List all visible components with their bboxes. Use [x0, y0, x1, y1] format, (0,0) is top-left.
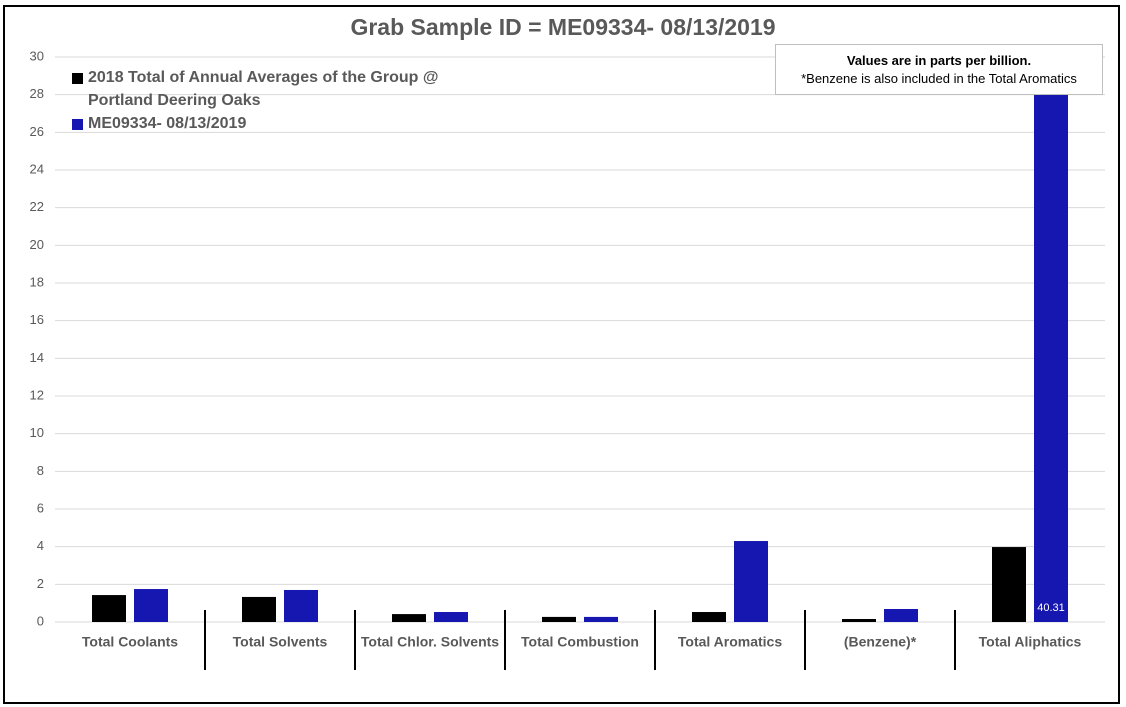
bar — [842, 618, 876, 622]
y-tick-label: 28 — [30, 86, 44, 101]
bar — [734, 541, 768, 622]
legend-item: 2018 Total of Annual Averages of the Gro… — [72, 66, 462, 112]
x-tick-label: Total Coolants — [82, 634, 178, 650]
y-tick-label: 6 — [37, 500, 44, 515]
x-tick-label: Total Aromatics — [678, 634, 782, 650]
y-tick-label: 26 — [30, 124, 44, 139]
legend-swatch — [72, 119, 83, 130]
bar — [992, 547, 1026, 622]
bar — [242, 596, 276, 622]
bar — [134, 589, 168, 622]
y-tick-label: 20 — [30, 237, 44, 252]
bar — [434, 612, 468, 622]
y-tick-label: 14 — [30, 350, 44, 365]
y-tick-label: 2 — [37, 576, 44, 591]
x-tick-label: (Benzene)* — [844, 634, 917, 650]
y-tick-label: 22 — [30, 199, 44, 214]
y-tick-label: 4 — [37, 538, 44, 553]
y-tick-label: 18 — [30, 274, 44, 289]
bar — [884, 609, 918, 622]
y-tick-label: 8 — [37, 463, 44, 478]
y-tick-label: 12 — [30, 387, 44, 402]
legend-label: 2018 Total of Annual Averages of the Gro… — [88, 69, 439, 109]
bar — [284, 589, 318, 622]
legend: 2018 Total of Annual Averages of the Gro… — [72, 66, 462, 135]
x-tick-label: Total Aliphatics — [979, 634, 1082, 650]
bar — [584, 616, 618, 622]
y-tick-label: 0 — [37, 613, 44, 628]
legend-item: ME09334- 08/13/2019 — [72, 112, 462, 135]
legend-swatch — [72, 73, 83, 84]
bar — [92, 595, 126, 622]
legend-label: ME09334- 08/13/2019 — [88, 115, 247, 132]
x-tick-label: Total Chlor. Solvents — [361, 634, 499, 650]
annotation: *Benzene is also included in the Total A… — [801, 71, 1077, 86]
y-tick-label: 16 — [30, 312, 44, 327]
x-tick-label: Total Combustion — [521, 634, 639, 650]
data-label: 40.31 — [1037, 602, 1065, 614]
x-tick-label: Total Solvents — [233, 634, 328, 650]
bar — [692, 612, 726, 622]
y-tick-label: 30 — [30, 48, 44, 63]
annotation-box: Values are in parts per billion. *Benzen… — [775, 44, 1103, 95]
bar — [392, 614, 426, 622]
chart-border — [3, 5, 1120, 704]
y-tick-label: 24 — [30, 161, 44, 176]
bar — [1034, 56, 1068, 622]
y-tick-label: 10 — [30, 425, 44, 440]
annotation: Values are in parts per billion. — [846, 53, 1032, 68]
bar — [542, 616, 576, 622]
chart-title: Grab Sample ID = ME09334- 08/13/2019 — [350, 14, 775, 40]
